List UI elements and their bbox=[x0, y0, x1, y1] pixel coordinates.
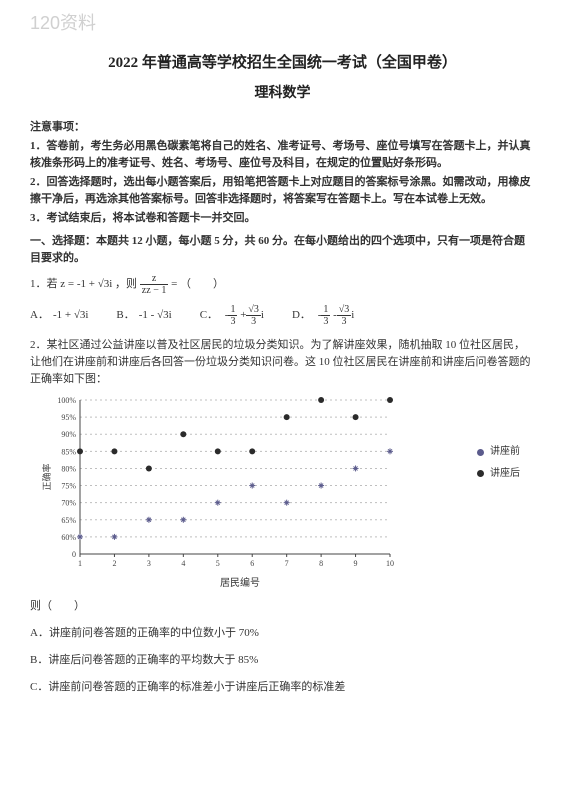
title-main: 2022 年普通高等学校招生全国统一考试（全国甲卷） bbox=[30, 52, 535, 75]
q1-frac-num: z bbox=[140, 273, 169, 285]
svg-text:10: 10 bbox=[386, 559, 394, 568]
question-2-stem: 2．某社区通过公益讲座以普及社区居民的垃圾分类知识。为了解讲座效果，随机抽取 1… bbox=[30, 337, 535, 388]
chart-legend: 讲座前 讲座后 bbox=[477, 444, 520, 487]
svg-text:6: 6 bbox=[250, 559, 254, 568]
svg-text:1: 1 bbox=[78, 559, 82, 568]
svg-text:80%: 80% bbox=[61, 465, 76, 474]
notice-head: 注意事项： bbox=[30, 119, 535, 136]
svg-text:95%: 95% bbox=[61, 413, 76, 422]
q1-fraction: z zz − 1 bbox=[140, 273, 169, 296]
notice-item-2: 2．回答选择题时，选出每小题答案后，用铅笔把答题卡上对应题目的答案标号涂黑。如需… bbox=[30, 174, 535, 208]
q1-c-n2: √3 bbox=[246, 304, 261, 316]
q1-mid: ，则 bbox=[115, 278, 137, 290]
q1-d-n1: 1 bbox=[321, 304, 330, 316]
q1-opt-a-text: -1 + √3i bbox=[53, 309, 88, 321]
legend-before-label: 讲座前 bbox=[490, 444, 520, 460]
page: 120资料 2022 年普通高等学校招生全国统一考试（全国甲卷） 理科数学 注意… bbox=[0, 0, 565, 726]
q1-d-d2: 3 bbox=[337, 316, 352, 327]
legend-before: 讲座前 bbox=[477, 444, 520, 460]
q1-options: A．-1 + √3i B．-1 - √3i C． -13 +√33i D． -1… bbox=[30, 304, 535, 327]
q1-c-n1: 1 bbox=[228, 304, 237, 316]
q1-d-n2: √3 bbox=[337, 304, 352, 316]
svg-text:3: 3 bbox=[147, 559, 151, 568]
scatter-chart-svg: 100% 95% 90% 85% 80% 75% 70% 65% 60% 01 2 3 4 5 6 7 8 9 10… bbox=[40, 394, 400, 574]
legend-dot-before bbox=[477, 449, 484, 456]
legend-dot-after bbox=[477, 470, 484, 477]
legend-after-label: 讲座后 bbox=[490, 466, 520, 482]
svg-text:正确率: 正确率 bbox=[41, 464, 52, 491]
q2-opt-b: B．讲座后问卷答题的正确率的平均数大于 85% bbox=[30, 652, 535, 669]
q2-opt-c: C．讲座前问卷答题的正确率的标准差小于讲座后正确率的标准差 bbox=[30, 679, 535, 696]
title-sub: 理科数学 bbox=[30, 83, 535, 105]
svg-text:5: 5 bbox=[216, 559, 220, 568]
q1-opt-b-text: -1 - √3i bbox=[139, 309, 172, 321]
notice-item-3: 3．考试结束后，将本试卷和答题卡一并交回。 bbox=[30, 210, 535, 227]
svg-text:0: 0 bbox=[72, 550, 76, 559]
svg-text:70%: 70% bbox=[61, 499, 76, 508]
section-1-head: 一、选择题：本题共 12 小题，每小题 5 分，共 60 分。在每小题给出的四个… bbox=[30, 233, 535, 267]
notice-item-1: 1．答卷前，考生务必用黑色碳素笔将自己的姓名、准考证号、考场号、座位号填写在答题… bbox=[30, 138, 535, 172]
svg-text:90%: 90% bbox=[61, 431, 76, 440]
svg-text:75%: 75% bbox=[61, 482, 76, 491]
q2-then: 则（ ） bbox=[30, 598, 535, 615]
question-1: 1．若 z = -1 + √3i ，则 z zz − 1 = （ ） bbox=[30, 273, 535, 296]
q1-pre: 1．若 bbox=[30, 278, 58, 290]
q1-zeq: z = -1 + √3i bbox=[60, 278, 112, 290]
q1-opt-b: B．-1 - √3i bbox=[116, 307, 171, 324]
svg-text:8: 8 bbox=[319, 559, 323, 568]
svg-text:9: 9 bbox=[354, 559, 358, 568]
q1-frac-den: zz − 1 bbox=[140, 285, 169, 296]
svg-text:4: 4 bbox=[181, 559, 185, 568]
watermark: 120资料 bbox=[30, 10, 535, 38]
q1-d-d1: 3 bbox=[321, 316, 330, 327]
q2-chart: 100% 95% 90% 85% 80% 75% 70% 65% 60% 01 2 3 4 5 6 7 8 9 10… bbox=[40, 394, 440, 592]
legend-after: 讲座后 bbox=[477, 466, 520, 482]
q1-opt-c: C． -13 +√33i bbox=[200, 304, 264, 327]
svg-text:85%: 85% bbox=[61, 448, 76, 457]
svg-text:2: 2 bbox=[112, 559, 116, 568]
q1-opt-d: D． -13 -√33i bbox=[292, 304, 354, 327]
q1-c-d1: 3 bbox=[228, 316, 237, 327]
q1-opt-a: A．-1 + √3i bbox=[30, 307, 88, 324]
chart-x-label: 居民编号 bbox=[40, 576, 440, 592]
q1-c-d2: 3 bbox=[246, 316, 261, 327]
svg-text:100%: 100% bbox=[57, 396, 76, 405]
svg-text:7: 7 bbox=[285, 559, 289, 568]
q1-eq: = （ ） bbox=[171, 278, 224, 290]
svg-text:65%: 65% bbox=[61, 516, 76, 525]
q2-opt-a: A．讲座前问卷答题的正确率的中位数小于 70% bbox=[30, 625, 535, 642]
svg-text:60%: 60% bbox=[61, 533, 76, 542]
